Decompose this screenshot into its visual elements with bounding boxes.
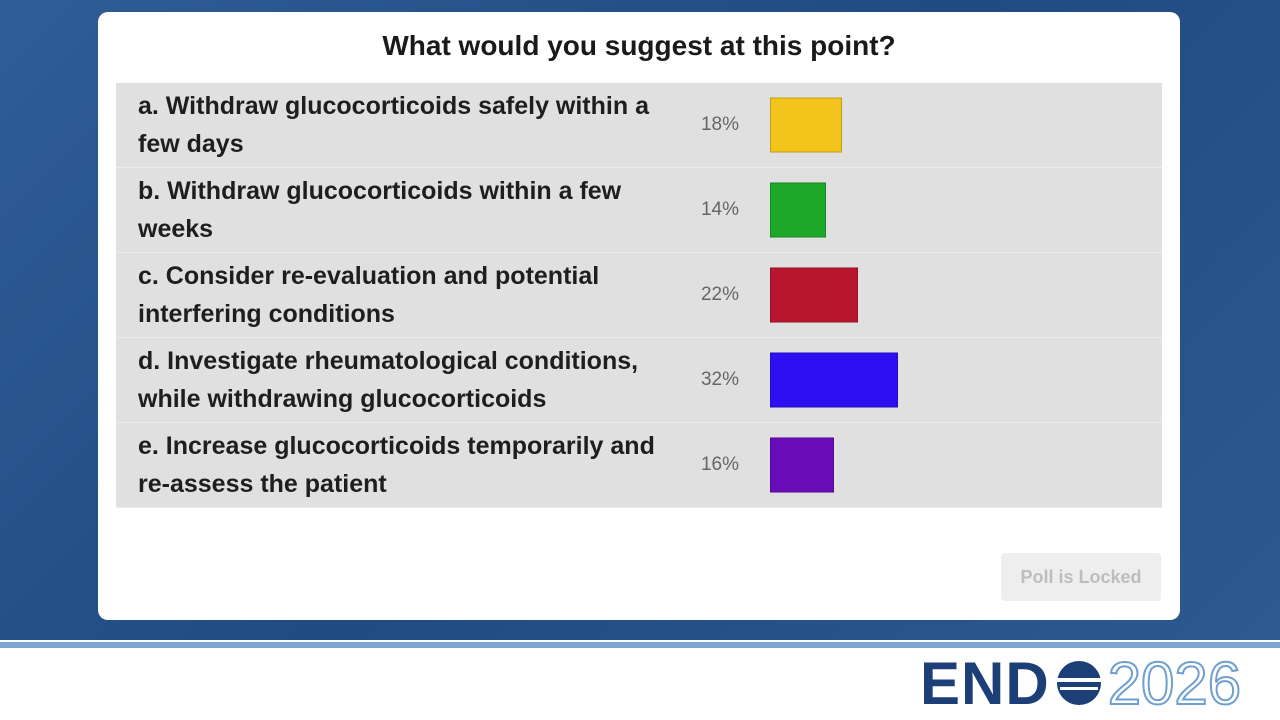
poll-option: a. Withdraw glucocorticoids safely withi… [116,83,1162,168]
bar [770,437,834,493]
option-label: d. Investigate rheumatological condition… [138,347,639,413]
option-percent: 14% [700,199,740,220]
option-percent: 18% [700,114,740,135]
option-label: a. Withdraw glucocorticoids safely withi… [138,92,649,158]
poll-options: a. Withdraw glucocorticoids safely withi… [116,83,1162,508]
option-label: e. Increase glucocorticoids temporarily … [138,432,655,498]
poll-locked-button[interactable]: Poll is Locked [1001,553,1161,601]
option-percent: 32% [700,369,740,390]
logo: END 2026 [920,649,1242,718]
poll-option: d. Investigate rheumatological condition… [116,338,1162,423]
option-percent: 22% [700,284,740,305]
bar [770,97,842,153]
option-percent: 16% [700,454,740,475]
logo-word: END [920,649,1050,717]
poll-option: b. Withdraw glucocorticoids within a few… [116,168,1162,253]
bar [770,352,898,408]
poll-title: What would you suggest at this point? [382,30,896,61]
bar [770,267,858,323]
logo-year: 2026 [1107,649,1242,718]
logo-globe [1056,661,1101,705]
option-label: b. Withdraw glucocorticoids within a few… [138,177,622,243]
bar [770,182,826,238]
option-label: c. Consider re-evaluation and potential … [138,262,600,328]
poll-card: What would you suggest at this point? a.… [98,12,1180,620]
poll-option: e. Increase glucocorticoids temporarily … [116,423,1162,508]
poll-option: c. Consider re-evaluation and potential … [116,253,1162,338]
stripe [0,642,1280,648]
